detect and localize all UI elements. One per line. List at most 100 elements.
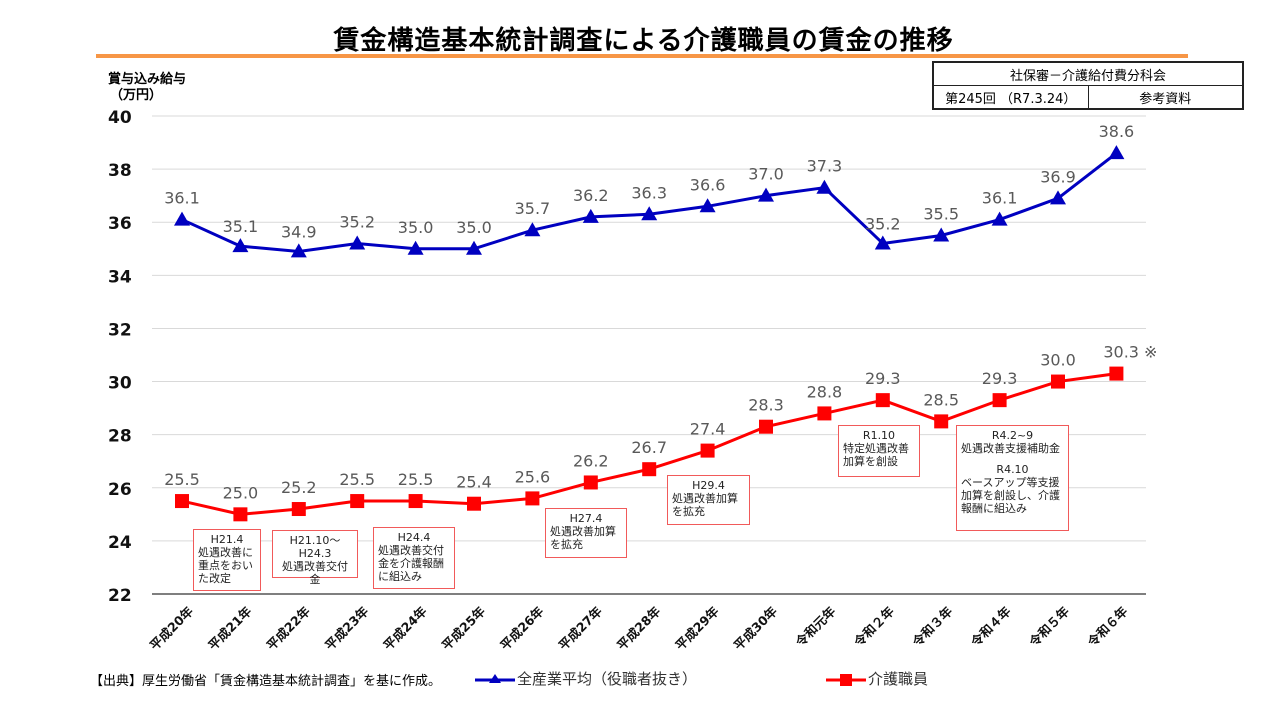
data-point-triangle [1108,145,1125,160]
data-point-square [350,494,365,509]
annotation-heading: H21.4 [210,533,244,546]
data-label: 35.0 [456,218,492,237]
data-label: 36.2 [573,186,609,205]
y-tick-label: 36 [108,214,132,234]
data-label: 28.8 [807,382,843,401]
data-label: 36.1 [982,189,1018,208]
data-point-triangle [933,227,950,242]
data-point-square [759,419,773,434]
annotation-heading: H24.4 [397,531,431,544]
data-point-triangle [582,208,599,223]
annotation-heading: H27.4 [569,512,603,525]
data-label: 25.4 [456,473,492,492]
data-point-triangle [641,206,658,221]
data-point-triangle [174,211,190,226]
data-label: 38.6 [1099,122,1135,141]
slide-title: 賃金構造基本統計調査による介護職員の賃金の推移 [333,26,954,56]
y-tick-label: 24 [108,533,132,553]
data-label: 37.3 [807,157,843,176]
x-tick-label: 平成20年 [147,603,197,653]
annotation-box: H29.4 処遇改善加算 を拡充 [667,475,750,525]
data-label: 34.9 [281,222,317,241]
data-label: 36.1 [164,189,200,208]
data-label: 35.2 [865,214,901,233]
data-label: 27.4 [690,420,726,439]
data-point-square [525,491,540,506]
data-point-square [233,507,248,522]
x-tick-label: 平成22年 [263,603,313,653]
data-label: 37.0 [748,165,784,184]
y-axis-ticks: 40 38 36 34 32 30 28 26 24 22 [108,108,132,606]
data-point-square [875,393,890,408]
x-tick-label: 平成26年 [497,603,547,653]
data-point-square [817,406,832,421]
data-point-triangle [1050,190,1066,205]
annotation-heading: R4.2~9 [991,429,1034,442]
annotation-box: H24.4 処遇改善交付 金を介護報酬 に組込み [373,527,455,589]
annotation-box: H21.4 処遇改善に 重点をおい た改定 [193,529,261,591]
annotation-box: H27.4 処遇改善加算 を拡充 [545,508,627,558]
data-label: 25.6 [515,467,551,486]
x-tick-label: 平成24年 [380,603,430,653]
legend-label-care-workers: 介護職員 [868,670,929,688]
data-label: 29.3 [865,369,901,388]
data-point-triangle [816,179,833,194]
data-label: 35.0 [398,218,434,237]
x-tick-label: 令和元年 [792,603,839,650]
annotation-heading: R1.10 [862,429,896,442]
x-tick-label: 令和２年 [850,603,897,650]
annotation-text: 処遇改善加算 を拡充 [550,525,616,551]
data-point-triangle [524,222,541,237]
data-label: 26.2 [573,451,609,470]
y-axis-title: 賞与込み給与 （万円） [108,72,186,104]
legend-red-square-icon [826,672,866,686]
data-point-square [175,494,189,509]
data-point-square [291,502,306,517]
annotation-box: R1.10 特定処遇改善 加算を創設 [838,425,920,477]
data-point-square [934,414,949,429]
y-tick-label: 30 [108,374,132,394]
data-point-triangle [699,198,716,213]
data-label: 28.3 [748,396,784,415]
y-tick-label: 32 [108,320,132,340]
title-underline [96,54,1188,58]
y-axis-title-line-2: （万円） [110,88,163,103]
annotation-heading: H29.4 [692,479,725,492]
annotation-text: 処遇改善支援補助金 [961,442,1060,455]
x-tick-label: 平成27年 [555,603,605,653]
data-label: 35.1 [223,217,259,236]
annotation-text: 処遇改善加算 を拡充 [672,492,738,518]
data-label: 36.6 [690,175,726,194]
x-tick-label: 平成29年 [672,603,722,653]
data-label: 26.7 [631,438,667,457]
data-point-triangle [290,243,307,258]
annotation-heading: H21.10～ H24.3 [289,534,341,560]
series-care-workers: 25.5 25.0 25.2 25.5 25.5 25.4 25.6 26.2 26.7 27.4… [164,343,1157,522]
data-point-square [992,393,1007,408]
legend-item-all-industry: 全産業平均（役職者抜き） [475,668,697,689]
data-point-triangle [407,240,424,255]
annotation-heading: R4.10 [996,463,1029,476]
x-tick-label: 平成23年 [322,603,372,653]
annotation-text: 処遇改善に 重点をおい た改定 [198,546,253,585]
data-label: 30.0 [1040,351,1076,370]
y-tick-label: 28 [108,427,132,447]
data-label: 35.7 [515,199,551,218]
data-label: 35.2 [339,212,375,231]
data-point-square [700,443,715,458]
data-point-triangle [349,235,366,250]
y-tick-label: 22 [108,586,132,606]
x-tick-label: 平成25年 [439,603,489,653]
data-label: 36.3 [631,183,667,202]
y-axis-title-line-1: 賞与込み給与 [108,72,187,87]
grid-lines [152,115,1146,595]
data-point-square [408,494,423,509]
annotation-box: H21.10～ H24.3 処遇改善交付金 [272,530,358,586]
data-label: 28.5 [923,390,959,409]
annotation-box: R4.2~9 処遇改善支援補助金 R4.10 ベースアップ等支援 加算を創設し、介護 … [956,425,1069,531]
data-label: 25.5 [398,470,434,489]
legend-item-care-workers: 介護職員 [826,668,928,689]
data-label: 25.0 [223,483,259,502]
x-tick-label: 令和３年 [909,603,956,650]
